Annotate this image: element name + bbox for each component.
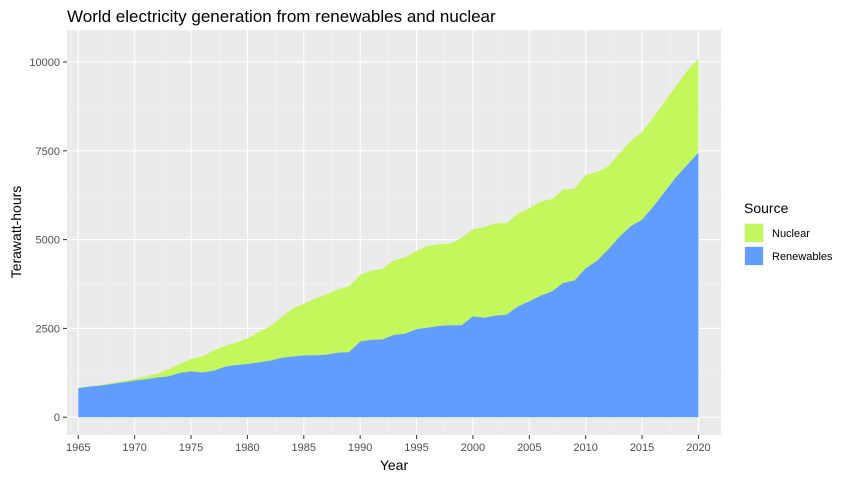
- x-tick-label: 1985: [292, 442, 316, 454]
- x-tick-label: 2020: [686, 442, 710, 454]
- legend-label-nuclear: Nuclear: [772, 228, 810, 240]
- y-tick-label: 10000: [29, 57, 60, 69]
- y-axis: 0 2500 5000 7500 10000: [29, 57, 67, 424]
- legend-label-renewables: Renewables: [772, 251, 833, 263]
- area-nuclear: [78, 59, 699, 389]
- x-tick-label: 1965: [66, 442, 90, 454]
- x-tick-label: 2000: [461, 442, 485, 454]
- x-tick-label: 1995: [404, 442, 428, 454]
- legend-key-nuclear: [745, 224, 763, 242]
- area-series: [78, 59, 699, 418]
- area-renewables: [78, 152, 699, 418]
- x-axis: 1965 1970 1975 1980 1985 1990 1995 2000 2005 2010…: [66, 435, 711, 454]
- y-tick-label: 2500: [36, 323, 60, 335]
- x-tick-label: 2010: [573, 442, 597, 454]
- x-tick-label: 2005: [517, 442, 541, 454]
- legend-title: Source: [744, 200, 789, 216]
- y-tick-label: 7500: [36, 146, 60, 158]
- y-axis-title: Terawatt-hours: [8, 186, 24, 279]
- x-tick-label: 1970: [122, 442, 146, 454]
- legend-key-renewables: [745, 247, 763, 265]
- x-tick-label: 1980: [235, 442, 259, 454]
- y-tick-label: 0: [54, 412, 60, 424]
- x-tick-label: 2015: [630, 442, 654, 454]
- x-axis-title: Year: [380, 457, 409, 473]
- x-tick-label: 1990: [348, 442, 372, 454]
- legend: Source Nuclear Renewables: [744, 200, 833, 266]
- y-tick-label: 5000: [36, 235, 60, 247]
- chart-title: World electricity generation from renewa…: [67, 7, 496, 26]
- x-tick-label: 1975: [179, 442, 203, 454]
